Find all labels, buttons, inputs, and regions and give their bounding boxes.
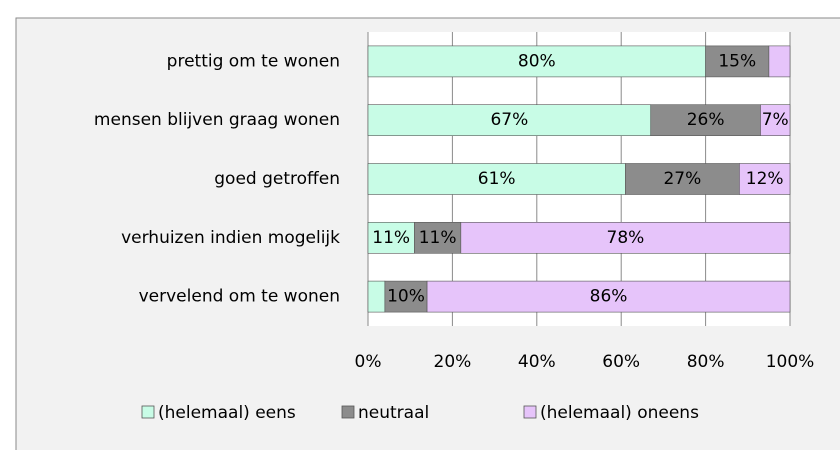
legend-swatch [341, 405, 355, 419]
y-tick-label: prettig om te wonen [167, 51, 340, 71]
bar-segment [426, 280, 791, 313]
bar-segment [367, 222, 415, 254]
bar-segment [384, 280, 428, 313]
bar-segment [768, 45, 791, 78]
data-label: 7% [762, 110, 789, 130]
y-tick-label: goed getroffen [214, 169, 340, 189]
data-label: 11% [372, 228, 410, 248]
x-tick-label: 60% [602, 352, 640, 372]
data-label: 61% [478, 169, 516, 189]
data-label: 80% [518, 51, 556, 71]
bar-segment [739, 163, 791, 195]
legend-label: (helemaal) oneens [540, 403, 699, 423]
bar-segment [367, 104, 652, 136]
data-label: 10% [387, 287, 425, 307]
bar-segment [705, 45, 770, 78]
y-tick-label: vervelend om te wonen [139, 287, 340, 307]
y-tick-label: mensen blijven graag wonen [94, 110, 340, 130]
data-label: 12% [746, 169, 784, 189]
bar-segment [367, 280, 386, 313]
bar-segment [625, 163, 740, 195]
data-label: 78% [607, 228, 645, 248]
bar-segment [760, 104, 791, 136]
bar-segment [460, 222, 791, 254]
x-tick-label: 0% [355, 352, 382, 372]
x-tick-label: 20% [434, 352, 472, 372]
x-tick-label: 100% [766, 352, 815, 372]
data-label: 86% [590, 287, 628, 307]
data-label: 15% [718, 51, 756, 71]
bar-segment [650, 104, 761, 136]
x-tick-label: 40% [518, 352, 556, 372]
data-label: 11% [419, 228, 457, 248]
legend-label: (helemaal) eens [158, 403, 296, 423]
data-label: 26% [687, 110, 725, 130]
data-label: 67% [490, 110, 528, 130]
y-tick-label: verhuizen indien mogelijk [121, 228, 340, 248]
legend-swatch [523, 405, 537, 419]
x-tick-label: 80% [687, 352, 725, 372]
bar-segment [414, 222, 462, 254]
bar-segment [367, 45, 706, 78]
legend-label: neutraal [358, 403, 429, 423]
legend-swatch [141, 405, 155, 419]
data-label: 27% [663, 169, 701, 189]
